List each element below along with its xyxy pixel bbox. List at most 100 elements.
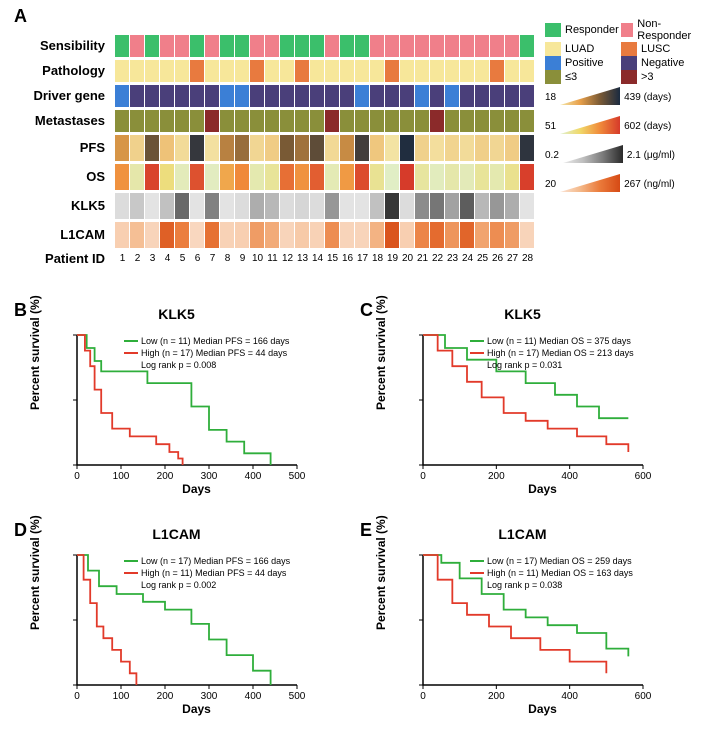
heatmap-cell xyxy=(295,135,309,161)
heatmap-row xyxy=(115,135,535,161)
heatmap-cell xyxy=(160,85,174,107)
patient-id: 21 xyxy=(415,253,430,264)
heatmap-cell xyxy=(265,60,279,82)
heatmap-cell xyxy=(130,164,144,190)
legend-item: LUSC xyxy=(621,42,697,56)
heatmap-cell xyxy=(415,35,429,57)
heatmap-cell xyxy=(115,164,129,190)
heatmap-cell xyxy=(130,35,144,57)
heatmap-cell xyxy=(295,193,309,219)
heatmap-cell xyxy=(250,135,264,161)
heatmap-cell xyxy=(430,164,444,190)
heatmap-cell xyxy=(265,35,279,57)
heatmap-cell xyxy=(520,222,534,248)
svg-text:500: 500 xyxy=(289,471,306,482)
legend-item: Non-Responder xyxy=(621,18,697,42)
heatmap-cell xyxy=(490,110,504,132)
heatmap-cell xyxy=(340,60,354,82)
km-pvalue: Log rank p = 0.038 xyxy=(470,579,633,591)
heatmap-cell xyxy=(445,110,459,132)
km-y-axis-label: Percent survival (%) xyxy=(374,295,388,410)
heatmap-cell xyxy=(190,135,204,161)
heatmap-cell xyxy=(445,164,459,190)
heatmap-cell xyxy=(145,110,159,132)
heatmap-cell xyxy=(235,85,249,107)
heatmap-cell xyxy=(190,193,204,219)
heatmap-cell xyxy=(265,135,279,161)
heatmap-row-label: KLK5 xyxy=(10,198,105,213)
legend-item: ≤3 xyxy=(545,70,621,84)
km-y-axis-label: Percent survival (%) xyxy=(28,515,42,630)
legend-label: LUAD xyxy=(565,43,594,55)
heatmap-cell xyxy=(310,110,324,132)
heatmap-cell xyxy=(310,85,324,107)
heatmap-cell xyxy=(400,85,414,107)
heatmap-cell xyxy=(340,222,354,248)
heatmap-row-label: PFS xyxy=(10,140,105,155)
heatmap-cell xyxy=(340,193,354,219)
heatmap-cell xyxy=(115,60,129,82)
legend-min: 0.2 xyxy=(545,150,559,161)
heatmap-cell xyxy=(340,110,354,132)
heatmap-cell xyxy=(400,110,414,132)
heatmap-cell xyxy=(145,193,159,219)
km-pvalue: Log rank p = 0.031 xyxy=(470,359,634,371)
legend-swatch xyxy=(545,70,561,84)
heatmap-cell xyxy=(250,193,264,219)
heatmap-cell xyxy=(295,60,309,82)
heatmap-cell xyxy=(460,60,474,82)
heatmap-row-label: Pathology xyxy=(10,63,105,78)
patient-id: 1 xyxy=(115,253,130,264)
heatmap-cell xyxy=(250,222,264,248)
patient-id: 5 xyxy=(175,253,190,264)
heatmap-cell xyxy=(265,85,279,107)
heatmap-cell xyxy=(355,164,369,190)
legend-label: Negative xyxy=(641,57,684,69)
heatmap-cell xyxy=(250,35,264,57)
heatmap-cell xyxy=(160,135,174,161)
legend-max: 2.1 (μg/ml) xyxy=(627,150,675,161)
patient-id: 27 xyxy=(505,253,520,264)
heatmap-cell xyxy=(175,222,189,248)
heatmap-cell xyxy=(430,35,444,57)
patient-id: 22 xyxy=(430,253,445,264)
heatmap-cell xyxy=(325,110,339,132)
legend-swatch xyxy=(545,56,561,70)
heatmap-cell xyxy=(490,135,504,161)
heatmap-cell xyxy=(220,110,234,132)
km-legend-high: High (n = 11) Median OS = 163 days xyxy=(487,567,633,579)
heatmap-cell xyxy=(505,193,519,219)
heatmap-cell xyxy=(370,110,384,132)
heatmap-cell xyxy=(280,35,294,57)
heatmap-cell xyxy=(160,164,174,190)
heatmap-cell xyxy=(115,193,129,219)
heatmap-cell xyxy=(115,135,129,161)
heatmap-cell xyxy=(130,60,144,82)
legend-label: Responder xyxy=(565,24,619,36)
heatmap-cell xyxy=(130,135,144,161)
heatmap-cell xyxy=(205,85,219,107)
patient-id: 19 xyxy=(385,253,400,264)
km-legend-low: Low (n = 11) Median PFS = 166 days xyxy=(141,335,289,347)
legend-swatch xyxy=(621,56,637,70)
legend-item: Positive xyxy=(545,56,621,70)
heatmap-cell xyxy=(505,60,519,82)
heatmap-grid xyxy=(115,35,535,251)
svg-text:200: 200 xyxy=(488,471,505,482)
svg-text:400: 400 xyxy=(245,471,262,482)
heatmap-cell xyxy=(460,193,474,219)
heatmap-cell xyxy=(490,222,504,248)
heatmap-cell xyxy=(280,60,294,82)
heatmap-cell xyxy=(280,110,294,132)
heatmap-cell xyxy=(370,35,384,57)
heatmap-cell xyxy=(280,85,294,107)
heatmap-row-label: Metastases xyxy=(10,113,105,128)
heatmap-cell xyxy=(280,164,294,190)
heatmap-cell xyxy=(520,110,534,132)
gradient-triangle-icon xyxy=(560,87,620,107)
patient-id: 14 xyxy=(310,253,325,264)
km-pvalue: Log rank p = 0.002 xyxy=(124,579,290,591)
legend-label: ≤3 xyxy=(565,71,577,83)
heatmap-cell xyxy=(310,164,324,190)
panel-a-label: A xyxy=(14,6,27,27)
